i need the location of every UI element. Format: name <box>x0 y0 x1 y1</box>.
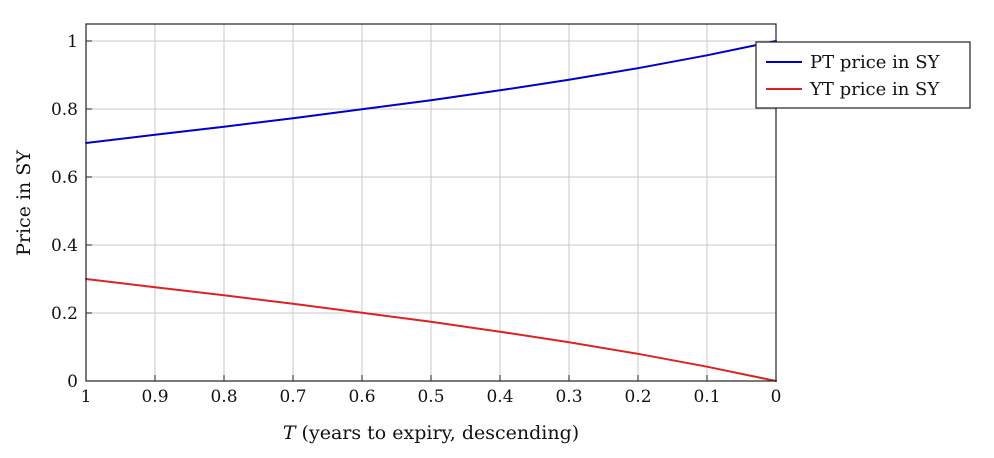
x-axis-title: T (years to expiry, descending) <box>283 422 579 444</box>
series-line-yt <box>85 278 777 382</box>
x-tick-label: 0.6 <box>348 387 375 407</box>
grid <box>85 24 777 382</box>
x-axis-title-symbol: T <box>283 422 297 444</box>
x-tick-label: 0.7 <box>279 387 306 407</box>
legend-label-pt: PT price in SY <box>810 52 941 73</box>
y-axis: 0 0.2 0.4 0.6 0.8 1 <box>51 32 92 392</box>
y-tick-label: 0.4 <box>51 236 78 256</box>
x-tick-label: 0.8 <box>210 387 237 407</box>
series-line-pt <box>85 40 777 144</box>
y-tick-label: 0.6 <box>51 168 78 188</box>
x-tick-label: 0.2 <box>624 387 651 407</box>
x-tick-label: 0.1 <box>693 387 720 407</box>
x-tick-label: 0 <box>771 387 782 407</box>
legend: PT price in SY YT price in SY <box>755 41 971 109</box>
legend-box <box>755 41 971 109</box>
legend-label-yt: YT price in SY <box>809 79 940 100</box>
x-axis: 1 0.9 0.8 0.7 0.6 0.5 0.4 0.3 0.2 0.1 0 <box>81 375 782 407</box>
x-tick-label: 0.9 <box>141 387 168 407</box>
x-tick-label: 0.4 <box>486 387 513 407</box>
series-layer <box>85 40 777 382</box>
x-tick-label: 1 <box>81 387 92 407</box>
y-tick-label: 0.8 <box>51 100 78 120</box>
y-tick-label: 0 <box>67 372 78 392</box>
x-tick-label: 0.3 <box>555 387 582 407</box>
x-axis-title-text: (years to expiry, descending) <box>296 422 580 444</box>
x-tick-label: 0.5 <box>417 387 444 407</box>
y-tick-label: 0.2 <box>51 304 78 324</box>
y-tick-label: 1 <box>67 32 78 52</box>
y-axis-title: Price in SY <box>13 150 35 256</box>
